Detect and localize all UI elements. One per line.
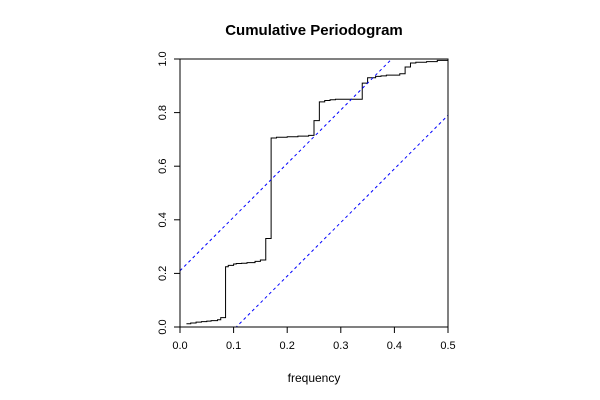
series-layer (180, 59, 448, 327)
y-tick-label: 0.6 (157, 159, 169, 174)
y-tick-label: 0.4 (157, 212, 169, 227)
y-tick-label: 0.2 (157, 266, 169, 281)
confidence-band-line-2 (235, 114, 448, 327)
x-tick-label: 0.4 (387, 340, 402, 352)
x-tick-label: 0.5 (440, 340, 455, 352)
y-tick-label: 1.0 (157, 51, 169, 66)
x-tick-label: 0.2 (280, 340, 295, 352)
x-axis-label: frequency (288, 371, 341, 385)
y-tick-label: 0.8 (157, 105, 169, 120)
y-axis: 0.0 0.2 0.4 0.6 0.8 1.0 (157, 51, 180, 335)
periodogram-step-line (186, 59, 448, 325)
x-axis: 0.0 0.1 0.2 0.3 0.4 0.5 (172, 327, 456, 352)
y-tick-label: 0.0 (157, 319, 169, 334)
x-tick-label: 0.0 (172, 340, 187, 352)
x-tick-label: 0.3 (333, 340, 348, 352)
plot-frame (179, 58, 449, 328)
chart-title: Cumulative Periodogram (225, 22, 403, 39)
confidence-band-line-1 (180, 59, 393, 272)
x-tick-label: 0.1 (226, 340, 241, 352)
